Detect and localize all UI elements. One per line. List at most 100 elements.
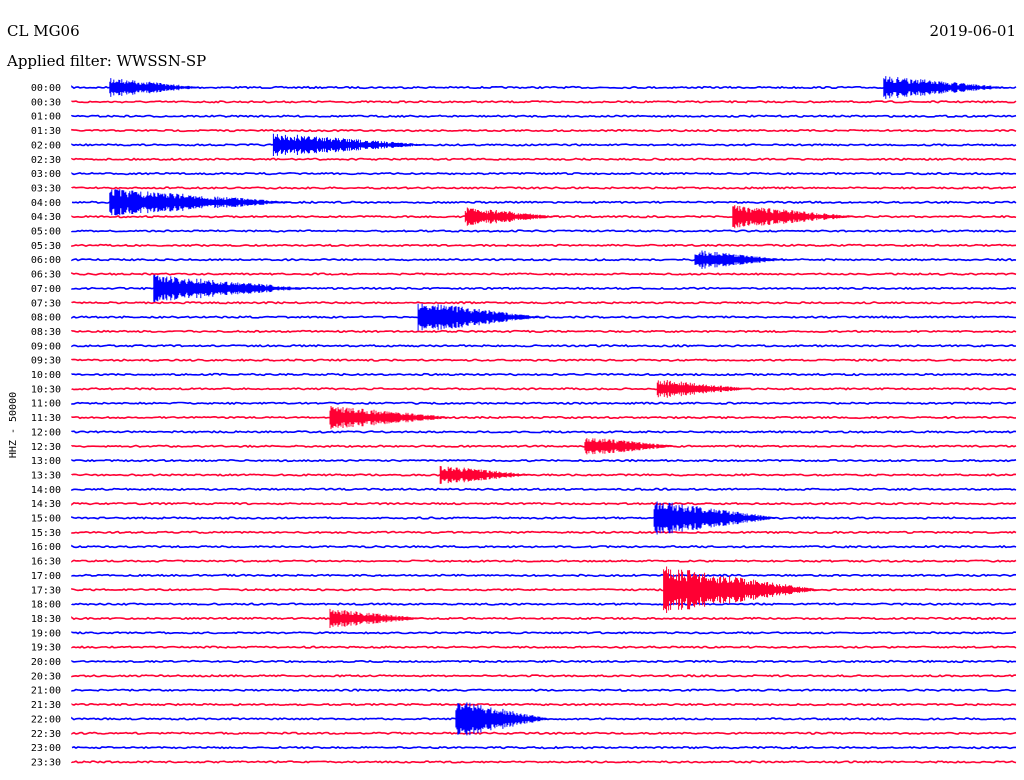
time-tick-label: 03:30 [31,183,61,194]
y-axis-label: HHZ - 50000 [8,392,19,458]
trace-row-1900 [71,631,1017,635]
date-label: 2019-06-01 [930,22,1016,40]
trace-row-1800 [71,602,1017,606]
event-burst-12 [439,466,535,484]
event-burst-9 [656,380,752,398]
trace-row-1430 [71,501,1017,506]
trace-row-0830 [71,329,1017,334]
trace-row-1030 [71,387,1017,391]
time-tick-label: 10:00 [31,370,61,381]
time-tick-label: 13:00 [31,456,61,467]
event-burst-16 [455,702,551,736]
trace-row-2130 [71,702,1017,707]
trace-row-0930 [71,358,1017,362]
trace-row-1400 [71,487,1017,492]
time-tick-label: 07:00 [31,284,61,295]
trace-row-1600 [71,544,1017,549]
time-tick-label: 08:00 [31,313,61,324]
trace-row-0530 [71,243,1017,248]
time-tick-label: 04:30 [31,212,61,223]
trace-row-0000 [71,85,1017,90]
time-tick-label: 20:00 [31,657,61,668]
time-tick-label: 06:30 [31,270,61,281]
filter-label: Applied filter: WWSSN-SP [6,52,206,70]
trace-row-0730 [71,301,1017,305]
trace-row-2000 [71,659,1017,664]
event-burst-2 [272,133,431,156]
time-tick-label: 17:00 [31,571,61,582]
time-tick-label: 02:00 [31,140,61,151]
trace-row-0900 [71,344,1017,348]
event-burst-5 [732,205,859,229]
trace-row-1230 [71,444,1017,448]
trace-row-1300 [71,458,1017,463]
time-tick-label: 02:30 [31,155,61,166]
time-tick-label: 12:30 [31,442,61,453]
time-tick-label: 05:00 [31,227,61,238]
trace-row-1530 [71,530,1017,535]
time-tick-label: 21:00 [31,686,61,697]
trace-row-0600 [71,257,1017,262]
event-burst-10 [329,406,456,430]
time-tick-label: 23:00 [31,743,61,754]
time-tick-label: 03:00 [31,169,61,180]
time-tick-label: 15:00 [31,514,61,525]
trace-row-1100 [71,401,1017,405]
time-tick-labels: 00:00 00:30 01:00 01:30 02:00 02:30 03:00 03:30… [31,83,61,768]
time-tick-label: 22:30 [31,729,61,740]
time-tick-label: 08:30 [31,327,61,338]
event-burst-6 [694,250,790,269]
time-tick-label: 14:30 [31,499,61,510]
event-burst-13 [653,501,780,535]
event-burst-14 [663,566,822,613]
trace-row-2300 [71,745,1016,750]
time-tick-label: 19:00 [31,628,61,639]
time-tick-label: 00:00 [31,83,61,94]
event-burst-1 [883,76,1010,99]
trace-row-0500 [71,229,1017,233]
time-tick-label: 06:00 [31,255,61,266]
trace-row-0800 [71,315,1016,319]
time-tick-label: 21:30 [31,700,61,711]
trace-row-2100 [71,688,1017,693]
trace-row-1630 [71,559,1017,563]
trace-row-1930 [71,645,1017,649]
time-tick-label: 11:30 [31,413,61,424]
time-tick-label: 13:30 [31,470,61,481]
trace-row-2030 [71,674,1017,678]
trace-row-0130 [71,128,1017,133]
time-tick-label: 00:30 [31,97,61,108]
event-burst-8 [417,303,544,331]
time-tick-label: 09:00 [31,341,61,352]
trace-row-0330 [71,186,1016,190]
trace-row-1330 [71,473,1017,477]
event-burst-3 [109,189,299,216]
time-tick-label: 16:00 [31,542,61,553]
time-tick-label: 16:30 [31,557,61,568]
time-tick-label: 07:30 [31,298,61,309]
event-burst-15 [329,608,425,628]
time-tick-label: 12:00 [31,427,61,438]
trace-row-1000 [71,372,1017,377]
trace-row-0230 [71,157,1017,161]
time-tick-label: 15:30 [31,528,61,539]
trace-row-2230 [71,731,1017,735]
trace-row-0100 [71,114,1017,118]
time-tick-label: 10:30 [31,384,61,395]
trace-row-2330 [71,760,1017,764]
time-tick-label: 01:30 [31,126,61,137]
trace-row-0300 [71,171,1017,176]
time-tick-label: 20:30 [31,671,61,682]
event-burst-11 [584,438,680,455]
trace-row-1200 [71,430,1017,434]
time-tick-label: 22:00 [31,714,61,725]
time-tick-label: 11:00 [31,399,61,410]
trace-row-0030 [71,100,1017,104]
trace-row-1700 [71,573,1017,578]
trace-row-1500 [71,516,1017,520]
time-tick-label: 01:00 [31,112,61,123]
time-tick-label: 05:30 [31,241,61,252]
trace-group [71,76,1017,764]
time-tick-label: 19:30 [31,643,61,654]
